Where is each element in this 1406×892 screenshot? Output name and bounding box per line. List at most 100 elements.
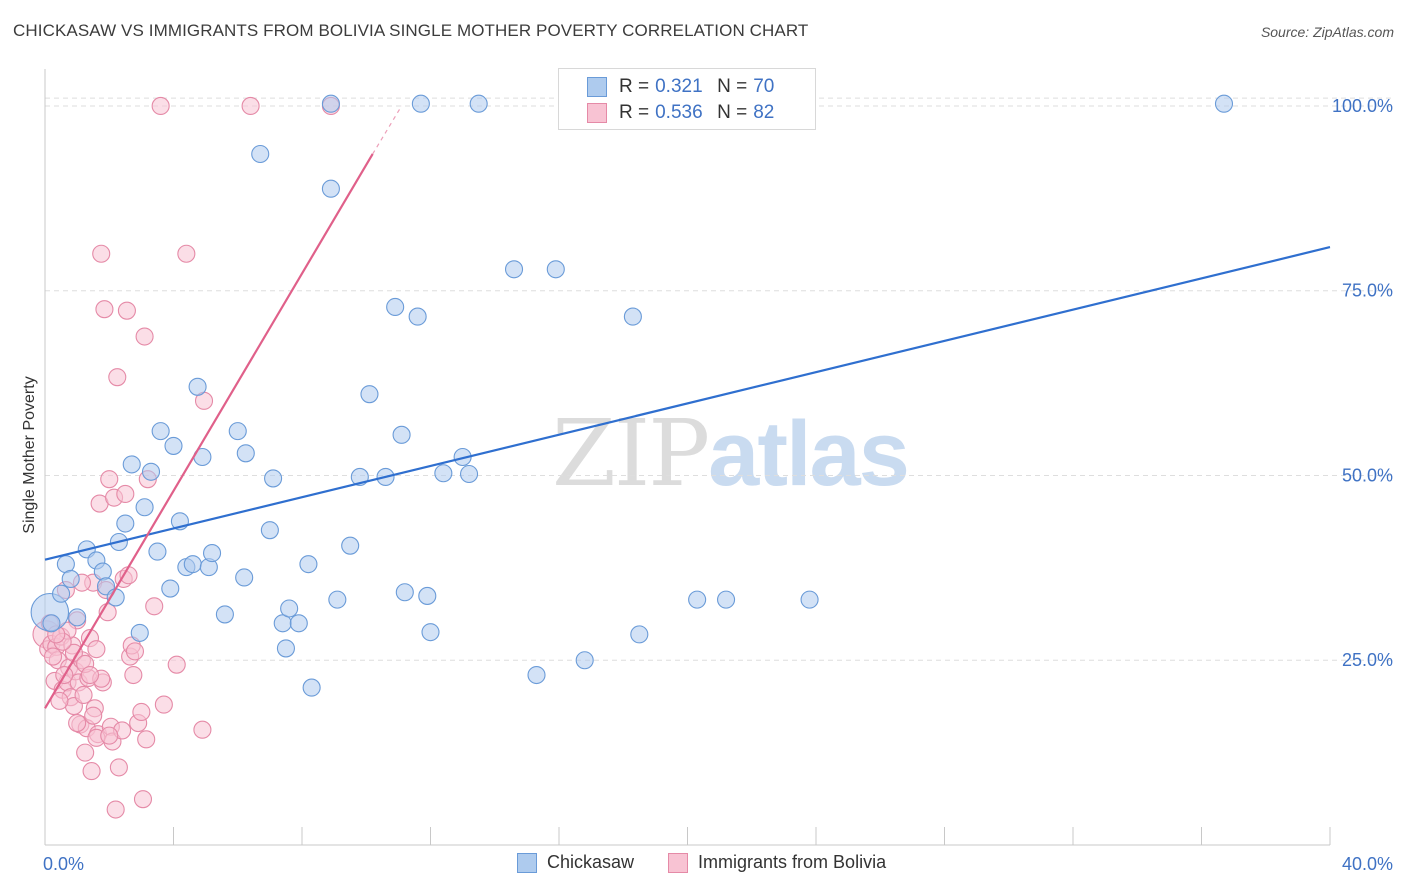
bolivia-point — [125, 642, 144, 661]
chickasaw-point — [203, 544, 222, 563]
legend-row-bolivia: R = 0.536 N = 82 — [587, 101, 774, 125]
bolivia-point — [100, 470, 119, 489]
chickasaw-point — [321, 179, 340, 198]
legend-label-chickasaw: Chickasaw — [547, 852, 635, 872]
chickasaw-point — [251, 144, 270, 164]
legend-n-label: N = — [717, 102, 748, 123]
bolivia-point — [76, 743, 95, 762]
chickasaw-point — [151, 422, 170, 441]
chickasaw-point — [469, 94, 488, 113]
bolivia-point — [193, 720, 212, 739]
watermark-atlas: atlas — [708, 403, 910, 505]
bolivia-point — [133, 790, 153, 809]
bolivia-point — [84, 706, 103, 725]
y-tick-label: 50.0% — [1342, 465, 1393, 485]
legend-swatch-blue — [587, 77, 607, 97]
chickasaw-point — [459, 464, 479, 484]
legend-item-chickasaw: Chickasaw — [517, 852, 634, 873]
source-label: Source: ZipAtlas.com — [1260, 24, 1394, 40]
chickasaw-point — [408, 307, 427, 326]
bolivia-point — [117, 301, 136, 320]
bolivia-point — [43, 647, 63, 666]
chickasaw-point — [360, 385, 379, 404]
chickasaw-point — [52, 584, 71, 603]
chickasaw-point — [61, 569, 80, 588]
chickasaw-point — [148, 542, 167, 561]
bolivia-point — [154, 695, 173, 714]
chickasaw-point — [421, 623, 440, 642]
chickasaw-point — [260, 521, 279, 540]
chickasaw-point — [164, 436, 183, 455]
bolivia-point — [108, 368, 127, 387]
bolivia-point — [135, 327, 154, 346]
chickasaw-point — [434, 464, 453, 483]
chickasaw-point — [800, 590, 819, 609]
bolivia-point — [82, 762, 101, 781]
y-tick-label: 100.0% — [1332, 96, 1393, 116]
chickasaw-point — [161, 579, 180, 598]
legend-r-value: 0.321 — [655, 76, 703, 97]
bolivia-trendline — [44, 153, 374, 709]
chickasaw-point — [228, 422, 247, 441]
chickasaw-point — [141, 462, 161, 481]
bolivia-point — [50, 691, 69, 710]
chickasaw-point — [504, 260, 524, 279]
bolivia-point — [80, 665, 100, 685]
bolivia-point — [132, 702, 151, 722]
chickasaw-trendline — [44, 246, 1331, 561]
legend-r-value: 0.536 — [655, 102, 703, 123]
bolivia-point — [87, 640, 106, 659]
chickasaw-point — [130, 623, 149, 642]
chickasaw-point — [341, 536, 360, 555]
legend-swatch-pink — [668, 852, 689, 873]
legend-swatch-pink — [587, 103, 607, 123]
y-tick-label: 25.0% — [1342, 650, 1393, 670]
chickasaw-point — [122, 455, 141, 474]
bolivia-point — [241, 96, 260, 116]
bolivia-point — [167, 655, 186, 674]
x-tick-label: 0.0% — [43, 854, 84, 874]
legend-r-label: R = — [619, 102, 650, 123]
chickasaw-point — [302, 678, 321, 697]
bolivia-point — [68, 714, 87, 733]
series-legend: Chickasaw Immigrants from Bolivia — [517, 852, 920, 873]
bolivia-point — [74, 685, 93, 705]
chickasaw-point — [289, 614, 308, 633]
bolivia-point — [124, 665, 143, 685]
y-tick-label: 75.0% — [1342, 281, 1393, 301]
bolivia-point — [151, 96, 170, 116]
chickasaw-point — [235, 568, 254, 587]
bolivia-point — [116, 484, 135, 504]
chickasaw-point — [716, 590, 736, 609]
chickasaw-point — [280, 599, 299, 618]
chickasaw-point — [411, 94, 430, 113]
chickasaw-point — [135, 498, 154, 517]
chickasaw-point — [395, 583, 414, 602]
bolivia-point — [177, 244, 196, 263]
chickasaw-point — [236, 444, 255, 463]
chickasaw-point — [188, 377, 207, 396]
y-axis-label: Single Mother Poverty — [21, 376, 38, 534]
chickasaw-point — [328, 590, 347, 609]
bolivia-trendline-extension — [372, 105, 403, 155]
legend-n-label: N = — [717, 76, 748, 97]
legend-n-value: 70 — [753, 76, 775, 97]
chart-title: CHICKASAW VS IMMIGRANTS FROM BOLIVIA SIN… — [13, 21, 809, 40]
chickasaw-point — [264, 469, 283, 488]
chickasaw-point — [183, 555, 202, 574]
legend-swatch-blue — [517, 852, 537, 873]
legend-label-bolivia: Immigrants from Bolivia — [698, 852, 887, 872]
chickasaw-point — [299, 555, 318, 574]
chickasaw-point — [630, 625, 649, 644]
legend-n-value: 82 — [753, 102, 775, 123]
chickasaw-point — [527, 665, 546, 685]
chickasaw-point — [68, 608, 87, 627]
legend-r-label: R = — [619, 76, 650, 97]
chickasaw-point — [42, 614, 61, 633]
chickasaw-point — [93, 562, 112, 581]
chickasaw-point — [321, 94, 340, 113]
chickasaw-point — [1214, 94, 1234, 113]
legend-row-chickasaw: R = 0.321 N = 70 — [587, 75, 774, 99]
chickasaw-point — [215, 605, 234, 624]
chickasaw-point — [418, 586, 437, 605]
